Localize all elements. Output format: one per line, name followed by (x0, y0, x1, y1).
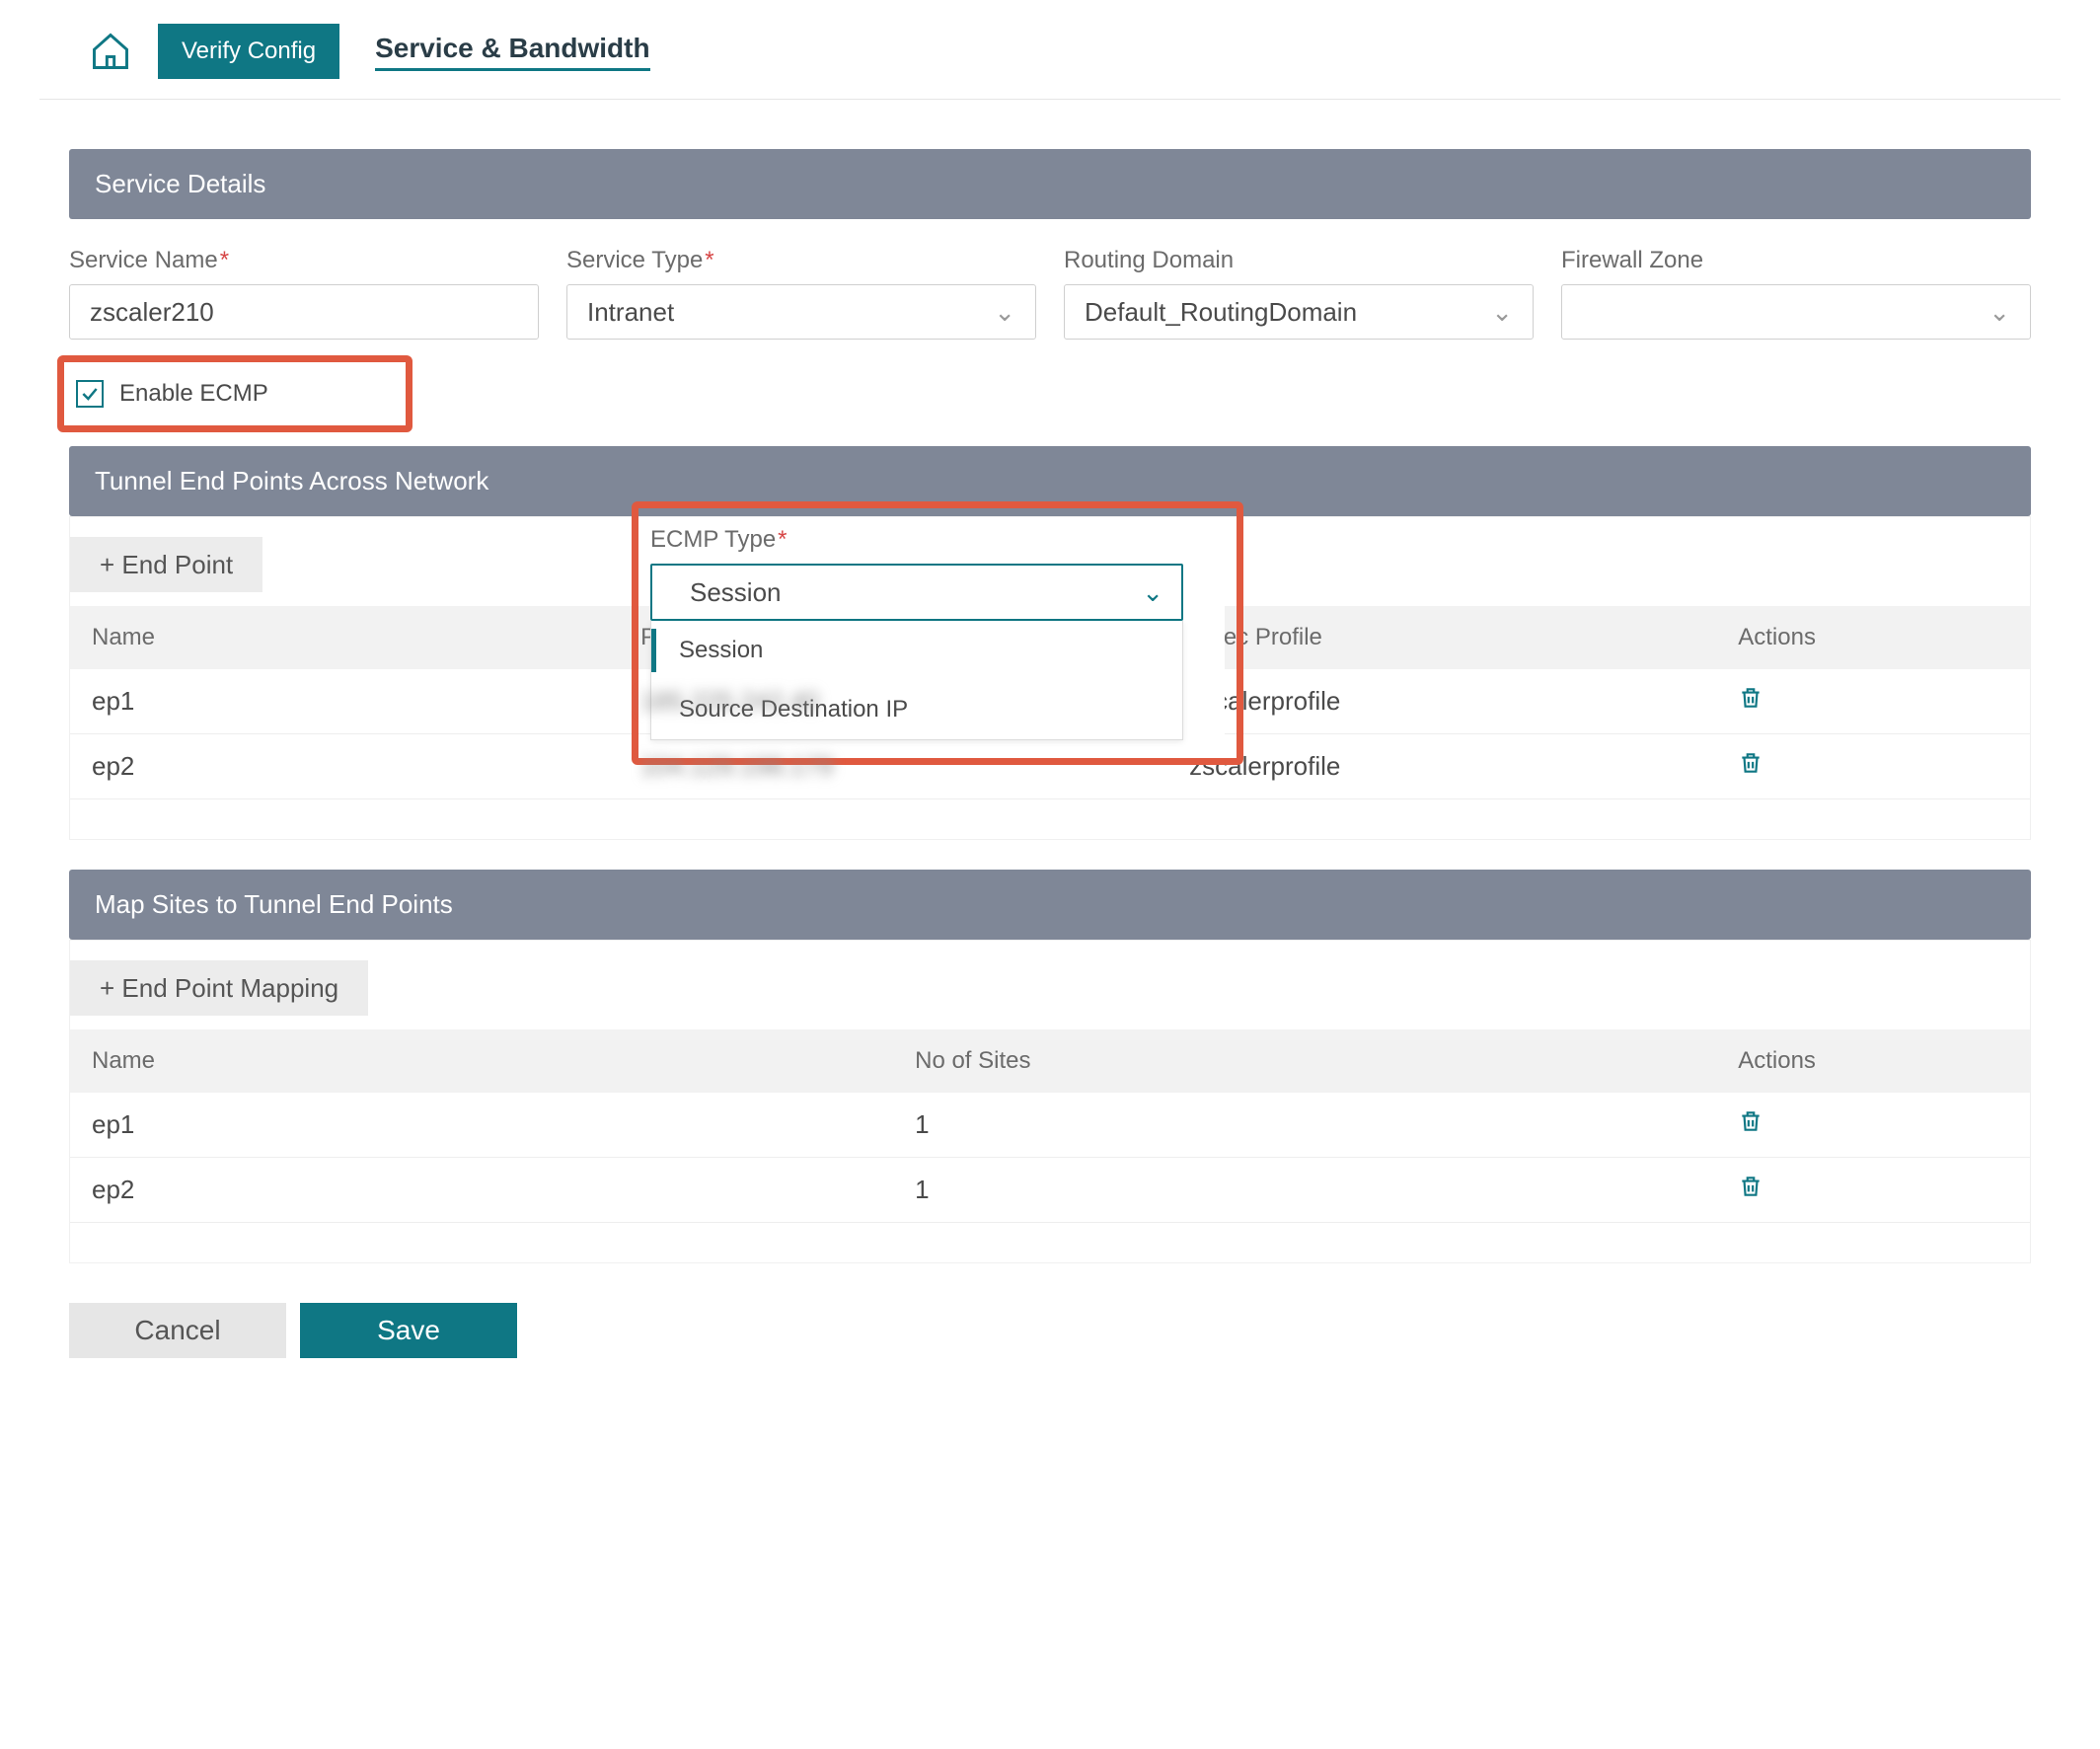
highlight-ecmp-type: ECMP Type* Session ⌄ Session Source Dest… (632, 501, 1243, 765)
delete-icon[interactable] (1738, 752, 1763, 782)
highlight-enable-ecmp: Enable ECMP (57, 355, 412, 432)
delete-icon[interactable] (1738, 1176, 1763, 1205)
col-actions: Actions (1716, 606, 2030, 669)
col-name: Name (70, 606, 619, 669)
table-row: ep2 1 (70, 1158, 2030, 1223)
section-map-sites: Map Sites to Tunnel End Points (69, 870, 2031, 940)
cancel-button[interactable]: Cancel (69, 1303, 286, 1358)
verify-config-button[interactable]: Verify Config (158, 24, 339, 79)
service-type-select[interactable]: Intranet ⌄ (566, 284, 1036, 340)
col-ipsec-profile: IPsec Profile (1167, 606, 1716, 669)
label-ecmp-type: ECMP Type* (650, 526, 1225, 554)
enable-ecmp-label: Enable ECMP (119, 380, 268, 408)
col-name: Name (70, 1029, 893, 1093)
service-name-input[interactable]: zscaler210 (69, 284, 539, 340)
tab-service-bandwidth[interactable]: Service & Bandwidth (375, 33, 650, 71)
chevron-down-icon: ⌄ (1988, 297, 2010, 328)
delete-icon[interactable] (1738, 687, 1763, 717)
label-service-name: Service Name* (69, 247, 539, 274)
label-firewall-zone: Firewall Zone (1561, 247, 2031, 274)
label-service-type: Service Type* (566, 247, 1036, 274)
ecmp-option-session[interactable]: Session (651, 621, 1182, 680)
mappings-table: Name No of Sites Actions ep1 1 ep2 (70, 1029, 2030, 1223)
col-sites: No of Sites (893, 1029, 1716, 1093)
col-actions: Actions (1716, 1029, 2030, 1093)
routing-domain-select[interactable]: Default_RoutingDomain ⌄ (1064, 284, 1534, 340)
top-bar: Verify Config Service & Bandwidth (39, 0, 2061, 100)
table-row: ep1 1 (70, 1093, 2030, 1158)
add-endpoint-button[interactable]: + End Point (70, 537, 262, 592)
chevron-down-icon: ⌄ (1142, 577, 1163, 608)
home-icon[interactable] (89, 30, 132, 73)
save-button[interactable]: Save (300, 1303, 517, 1358)
label-routing-domain: Routing Domain (1064, 247, 1534, 274)
enable-ecmp-checkbox[interactable] (76, 380, 104, 408)
section-service-details: Service Details (69, 149, 2031, 219)
ecmp-type-dropdown: Session Source Destination IP (650, 621, 1183, 740)
ecmp-type-select[interactable]: Session ⌄ (650, 564, 1183, 621)
firewall-zone-select[interactable]: ⌄ (1561, 284, 2031, 340)
delete-icon[interactable] (1738, 1110, 1763, 1140)
chevron-down-icon: ⌄ (1491, 297, 1513, 328)
add-mapping-button[interactable]: + End Point Mapping (70, 960, 368, 1016)
chevron-down-icon: ⌄ (994, 297, 1015, 328)
